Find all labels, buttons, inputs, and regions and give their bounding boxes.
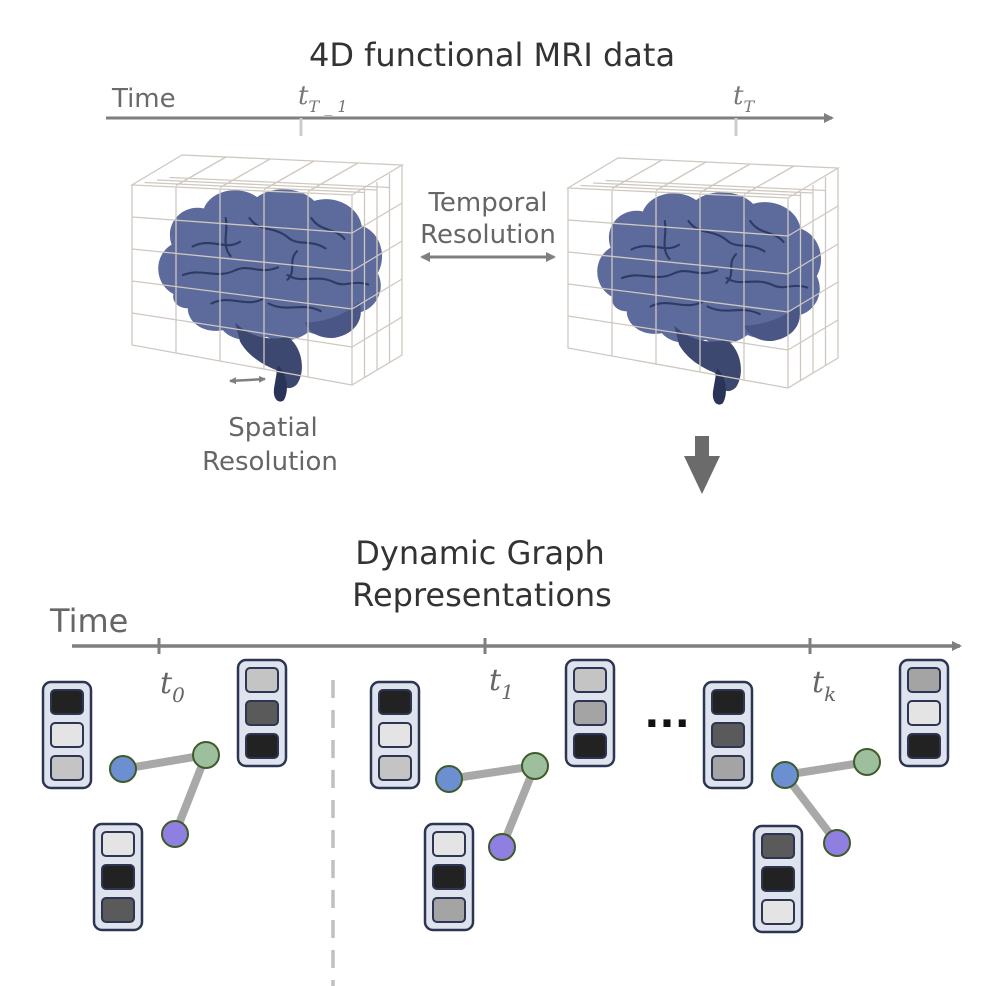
feature-cell <box>573 700 607 726</box>
feature-cell <box>101 831 135 857</box>
spatial-label-line2: Resolution <box>202 447 338 477</box>
graph-t1 <box>369 658 754 932</box>
graph-node-green <box>192 741 220 769</box>
feature-vector <box>423 822 475 932</box>
bottom-time-label: Time <box>49 602 128 640</box>
graph-tk <box>752 658 950 934</box>
down-arrow-icon <box>684 436 720 494</box>
temporal-label-line2: Resolution <box>420 220 556 250</box>
graph-node-purple <box>161 820 189 848</box>
feature-cell <box>761 866 795 892</box>
tick-tk-label: tk <box>812 665 836 706</box>
feature-cell <box>711 689 745 715</box>
feature-cell <box>907 667 941 693</box>
feature-vector <box>236 658 288 768</box>
graph-node-blue <box>435 765 463 793</box>
top-time-label: Time <box>111 84 176 114</box>
graph-edge <box>448 762 536 783</box>
feature-cell <box>573 733 607 759</box>
bottom-title-line1: Dynamic Graph <box>355 534 604 572</box>
feature-vector <box>702 680 754 790</box>
graph-node-blue <box>109 755 137 783</box>
feature-cell <box>432 831 466 857</box>
feature-vector <box>369 680 421 790</box>
spatial-label-line1: Spatial <box>228 413 318 443</box>
feature-cell <box>378 755 412 781</box>
temporal-label-line1: Temporal <box>427 188 547 218</box>
graph-node-purple <box>823 829 851 857</box>
top-title: 4D functional MRI data <box>309 36 675 74</box>
feature-vector <box>41 680 93 790</box>
feature-cell <box>907 733 941 759</box>
brain-volume-left <box>131 154 403 403</box>
graph-edge <box>171 753 210 836</box>
feature-cell <box>101 864 135 890</box>
feature-vector <box>752 824 804 934</box>
tick-t0-label: t0 <box>160 666 185 707</box>
graph-node-green <box>853 748 881 776</box>
feature-cell <box>432 864 466 890</box>
feature-cell <box>378 689 412 715</box>
feature-vector <box>92 822 144 932</box>
feature-cell <box>245 733 279 759</box>
graph-node-purple <box>488 833 516 861</box>
graph-node-blue <box>771 761 799 789</box>
feature-cell <box>378 722 412 748</box>
graph-edge <box>781 772 841 846</box>
top-tick-right-label: tT <box>733 81 755 116</box>
feature-vector <box>564 658 616 768</box>
spatial-resolution-arrow <box>229 375 266 385</box>
feature-cell <box>761 899 795 925</box>
top-tick-left-label: tT _ 1 <box>298 81 347 116</box>
brain-volume-right <box>567 157 839 406</box>
graph-edge <box>498 764 539 849</box>
feature-cell <box>907 700 941 726</box>
tick-t1-label: t1 <box>489 663 514 704</box>
feature-cell <box>432 897 466 923</box>
feature-cell <box>50 755 84 781</box>
feature-cell <box>245 700 279 726</box>
feature-cell <box>50 722 84 748</box>
graph-edge <box>122 751 207 773</box>
feature-vector <box>898 658 950 768</box>
feature-cell <box>573 667 607 693</box>
feature-cell <box>245 667 279 693</box>
ellipsis: ··· <box>644 701 690 747</box>
feature-cell <box>50 689 84 715</box>
graph-t0 <box>41 658 288 932</box>
feature-cell <box>761 833 795 859</box>
feature-cell <box>711 755 745 781</box>
graph-node-green <box>521 752 549 780</box>
bottom-title-line2: Representations <box>352 576 612 614</box>
feature-cell <box>711 722 745 748</box>
feature-cell <box>101 897 135 923</box>
